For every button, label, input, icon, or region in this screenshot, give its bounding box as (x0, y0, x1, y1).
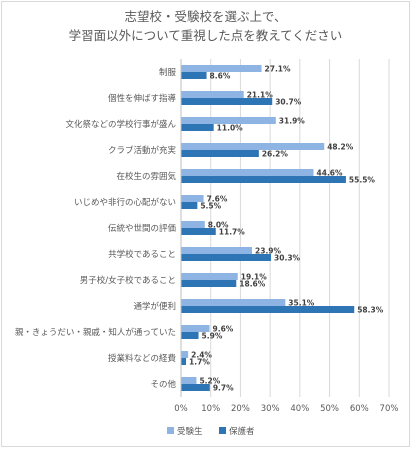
chart-title-line-1: 志望校・受験校を選ぶ上で、 (124, 9, 287, 24)
legend-label: 受験生 (177, 426, 203, 437)
data-label: 1.7% (189, 358, 210, 367)
category-label: 在校生の雰囲気 (116, 171, 176, 182)
category-label: 通学が便利 (133, 301, 176, 312)
bar-parent (181, 332, 199, 339)
data-label: 5.5% (200, 202, 221, 211)
data-label: 30.7% (275, 98, 302, 107)
data-label: 5.9% (202, 332, 223, 341)
data-label: 55.5% (349, 176, 376, 185)
bar-parent (181, 150, 259, 157)
bar-examinee (181, 377, 197, 384)
x-tick-label: 10% (201, 404, 220, 414)
data-label: 8.0% (208, 221, 229, 230)
bar-examinee (181, 169, 314, 176)
bar-parent (181, 306, 355, 313)
bar-parent (181, 384, 210, 391)
bar-parent (181, 228, 216, 235)
legend-label: 保護者 (229, 426, 255, 437)
bar-parent (181, 202, 198, 209)
category-label: 個性を伸ばす指導 (108, 93, 177, 104)
bar-examinee (181, 117, 276, 124)
bar-parent (181, 176, 346, 183)
data-label: 9.7% (213, 384, 234, 393)
bar-examinee (181, 221, 205, 228)
data-label: 11.0% (217, 124, 244, 133)
data-label: 31.9% (279, 117, 306, 126)
data-label: 9.6% (213, 325, 234, 334)
x-tick-label: 60% (350, 404, 369, 414)
category-label: クラブ活動が充実 (108, 145, 177, 156)
x-tick-label: 0% (174, 404, 188, 414)
bar-parent (181, 358, 187, 365)
bar-parent (181, 124, 214, 131)
legend-swatch (219, 427, 226, 434)
bar-parent (181, 280, 237, 287)
x-tick-label: 50% (320, 404, 339, 414)
bar-examinee (181, 299, 286, 306)
data-label: 58.3% (357, 306, 384, 315)
category-label: 文化祭などの学校行事が盛ん (65, 119, 176, 130)
category-label: 親・きょうだい・親戚・知人が通っていた (15, 327, 176, 338)
x-tick-label: 70% (380, 404, 399, 414)
data-label: 27.1% (265, 65, 292, 74)
data-label: 18.6% (239, 280, 266, 289)
data-label: 21.1% (247, 91, 274, 100)
bar-parent (181, 98, 273, 105)
bar-examinee (181, 65, 262, 72)
data-label: 23.9% (255, 247, 282, 256)
legend-swatch (167, 427, 174, 434)
bar-examinee (181, 325, 210, 332)
bar-examinee (181, 91, 244, 98)
data-label: 44.6% (317, 169, 344, 178)
chart-title-line-2: 学習面以外について重視した点を教えてください (68, 28, 343, 43)
bar-examinee (181, 195, 204, 202)
bar-examinee (181, 351, 189, 358)
data-label: 35.1% (288, 299, 315, 308)
data-label: 2.4% (191, 351, 212, 360)
data-label: 48.2% (327, 143, 354, 152)
category-label: その他 (150, 379, 176, 390)
data-label: 5.2% (199, 377, 220, 386)
bar-parent (181, 254, 272, 261)
x-tick-label: 40% (290, 404, 309, 414)
data-label: 8.6% (210, 72, 231, 81)
data-label: 19.1% (241, 273, 268, 282)
data-label: 7.6% (207, 195, 228, 204)
x-tick-label: 20% (231, 404, 250, 414)
bar-parent (181, 72, 207, 79)
data-label: 26.2% (262, 150, 289, 159)
category-label: 授業料などの経費 (108, 353, 177, 364)
category-label: 制服 (159, 67, 177, 78)
bar-examinee (181, 247, 253, 254)
category-label: 男子校/女子校であること (80, 275, 176, 286)
bar-examinee (181, 143, 325, 150)
x-tick-label: 30% (261, 404, 280, 414)
bar-examinee (181, 273, 238, 280)
category-label: 伝統や世間の評価 (108, 223, 177, 234)
data-label: 11.7% (219, 228, 246, 237)
category-label: 共学校であること (108, 249, 176, 260)
category-label: いじめや非行の心配がない (74, 197, 176, 208)
data-label: 30.3% (274, 254, 301, 263)
